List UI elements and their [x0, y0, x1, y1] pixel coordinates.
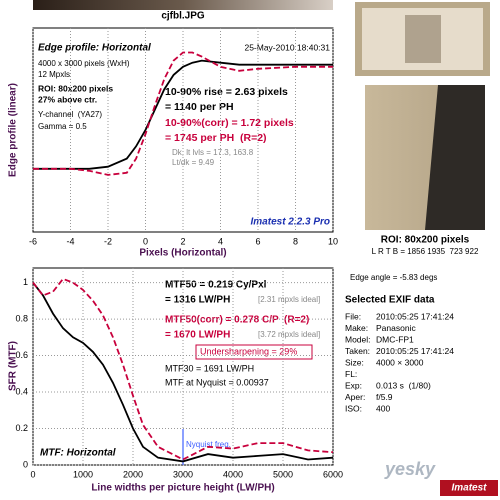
exif-key: Size:	[345, 357, 364, 367]
annotation: [3.72 mpxls ideal]	[258, 330, 320, 339]
exif-key: ISO:	[345, 403, 362, 413]
y-axis-label: Edge profile (linear)	[8, 83, 19, 177]
annotation: = 1316 LW/PH	[165, 295, 230, 306]
x-tick-label: -6	[29, 236, 37, 246]
annotation: MTF at Nyquist = 0.00937	[165, 377, 269, 387]
exif-value: 2010:05:25 17:41:24	[376, 311, 454, 321]
logo-box	[440, 480, 498, 496]
series-line	[32, 277, 334, 461]
exif-value: 400	[376, 403, 390, 413]
edge-angle: Edge angle = -5.83 degs	[350, 273, 437, 282]
x-tick-label: 2	[180, 236, 185, 246]
annotation: Imatest 2.2.3 Pro	[251, 217, 330, 228]
annotation: Undersharpening = 29%	[200, 346, 297, 356]
annotation: ROI: 80x200 pixels	[38, 83, 113, 93]
exif-value: DMC-FP1	[376, 334, 414, 344]
annotation: MTF50(corr) = 0.278 C/P (R=2)	[165, 315, 309, 326]
annotation: 10-90%(corr) = 1.72 pixels	[165, 117, 294, 129]
x-axis-label: Line widths per picture height (LW/PH)	[91, 483, 274, 494]
exif-key: Exp:	[345, 380, 362, 390]
x-tick-label: 0	[143, 236, 148, 246]
nyquist-label: Nyquist freq.	[186, 440, 231, 449]
y-tick-label: 0.8	[15, 313, 28, 323]
roi-title: ROI: 80x200 pixels	[381, 235, 470, 246]
x-tick-label: 4000	[223, 469, 243, 479]
x-tick-label: -4	[66, 236, 74, 246]
series-line	[33, 59, 333, 170]
annotation: Edge profile: Horizontal	[38, 43, 151, 54]
annotation: 25-May-2010 18:40:31	[244, 42, 330, 52]
logo: Imatest	[451, 483, 487, 494]
annotation: MTF: Horizontal	[40, 448, 116, 459]
annotation: 4000 x 3000 pixels (WxH)	[38, 59, 130, 68]
x-tick-label: -2	[104, 236, 112, 246]
edge-strip	[33, 0, 333, 10]
y-axis-label: SFR (MTF)	[8, 341, 19, 391]
y-tick-label: 0	[23, 459, 28, 469]
exif-value: f/5.9	[376, 392, 393, 402]
annotation: 10-90% rise = 2.63 pixels	[165, 86, 288, 98]
annotation: 12 Mpxls	[38, 70, 70, 79]
roi-edge	[425, 85, 485, 230]
series-line	[33, 51, 333, 176]
x-tick-label: 3000	[173, 469, 193, 479]
annotation: Y-channel (YA27)	[38, 110, 102, 119]
x-axis-label: Pixels (Horizontal)	[139, 248, 226, 259]
annotation: = 1140 per PH	[165, 101, 234, 113]
exif-key: Aper:	[345, 392, 365, 402]
exif-key: Taken:	[345, 346, 370, 356]
exif-value: 0.013 s (1/80)	[376, 380, 431, 390]
watermark: yesky	[384, 459, 436, 479]
x-tick-label: 1000	[73, 469, 93, 479]
y-tick-label: 0.2	[15, 423, 28, 433]
x-tick-label: 6	[255, 236, 260, 246]
annotation: = 1745 per PH (R=2)	[165, 132, 267, 144]
x-tick-label: 10	[328, 236, 338, 246]
annotation: = 1670 LW/PH	[165, 330, 230, 341]
annotation: Gamma = 0.5	[38, 122, 87, 131]
annotation: 27% above ctr.	[38, 94, 97, 104]
exif-key: Model:	[345, 334, 371, 344]
y-tick-label: 0.4	[15, 386, 28, 396]
annotation: Lt/dk = 9.49	[172, 158, 215, 167]
x-tick-label: 2000	[123, 469, 143, 479]
annotation: [2.31 mpxls ideal]	[258, 295, 320, 304]
y-tick-label: 1	[23, 277, 28, 287]
y-tick-label: 0.6	[15, 350, 28, 360]
file-title: cjfbl.JPG	[161, 11, 205, 22]
x-tick-label: 5000	[273, 469, 293, 479]
exif-value: 4000 × 3000	[376, 357, 424, 367]
roi-coords: L R T B = 1856 1935 723 922	[372, 247, 479, 256]
x-tick-label: 6000	[323, 469, 343, 479]
annotation: MTF30 = 1691 LW/PH	[165, 363, 254, 373]
exif-value: 2010:05:25 17:41:24	[376, 346, 454, 356]
annotation: Dk, lt lvls = 17.3, 163.8	[172, 148, 254, 157]
series-line	[32, 282, 334, 463]
exif-list: File: 2010:05:25 17:41:24 Make: Panasonic Mo…	[345, 311, 454, 413]
exif-value: Panasonic	[376, 323, 416, 333]
annotation: MTF50 = 0.219 Cy/Pxl	[165, 280, 267, 291]
x-tick-label: 4	[218, 236, 223, 246]
thumbnail-target	[405, 15, 441, 63]
exif-key: Make:	[345, 323, 368, 333]
exif-key: FL:	[345, 369, 357, 379]
x-tick-label: 0	[30, 469, 35, 479]
exif-title: Selected EXIF data	[345, 295, 435, 306]
exif-key: File:	[345, 311, 361, 321]
x-tick-label: 8	[293, 236, 298, 246]
